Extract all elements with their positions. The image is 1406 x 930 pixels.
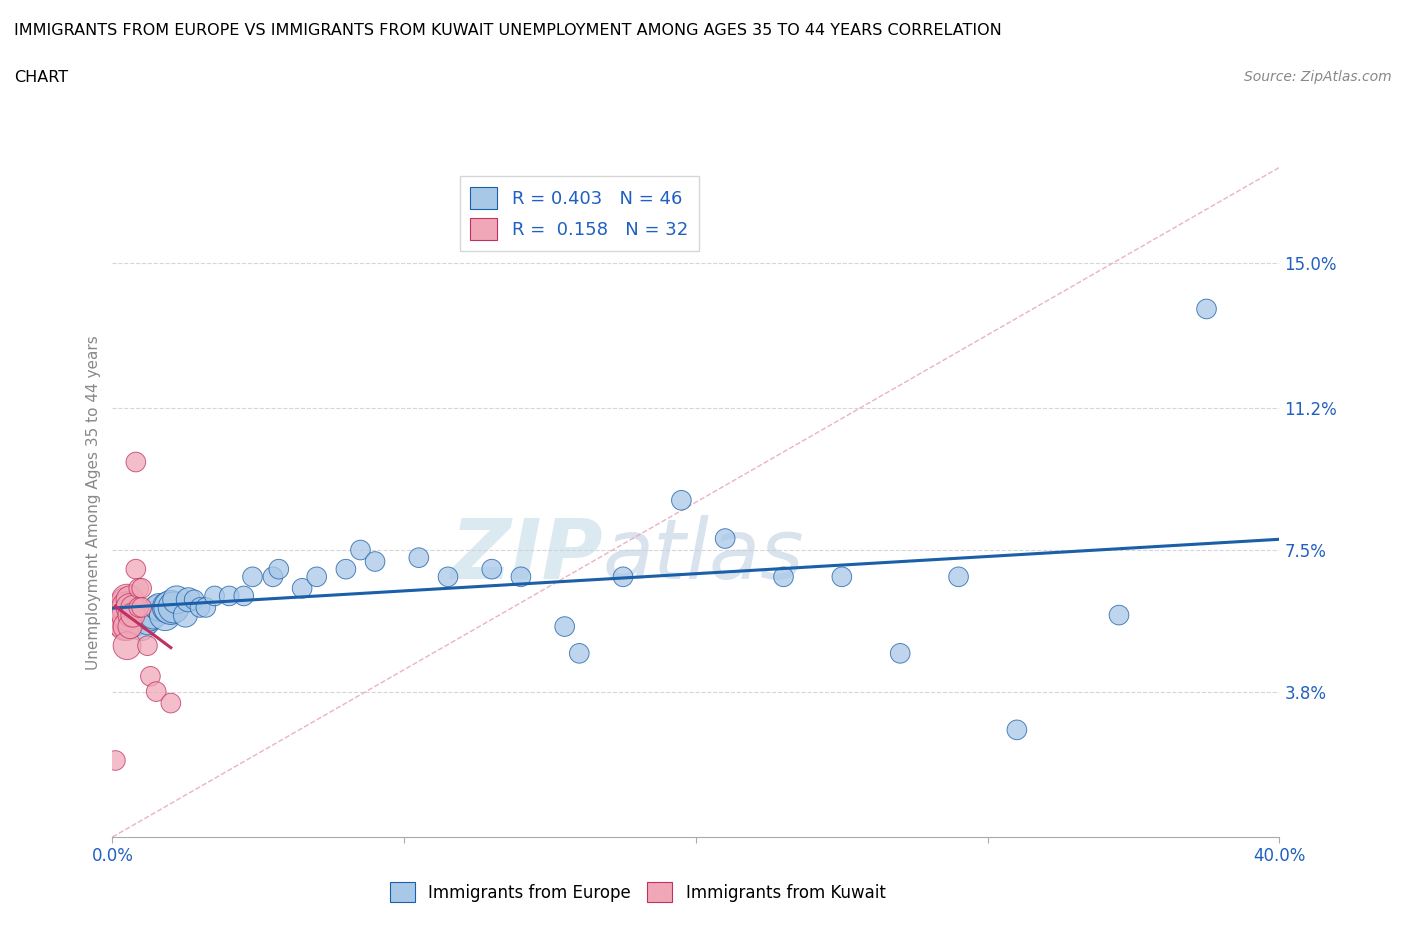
Point bbox=[125, 619, 148, 634]
Point bbox=[166, 592, 188, 607]
Point bbox=[305, 569, 328, 584]
Point bbox=[335, 562, 357, 577]
Point bbox=[107, 600, 129, 615]
Point bbox=[112, 600, 135, 615]
Point bbox=[115, 592, 138, 607]
Point bbox=[772, 569, 794, 584]
Point bbox=[139, 611, 162, 626]
Point bbox=[232, 589, 254, 604]
Point bbox=[1108, 607, 1130, 622]
Point bbox=[125, 455, 148, 470]
Point bbox=[153, 607, 176, 622]
Point bbox=[110, 607, 132, 622]
Point bbox=[136, 638, 159, 653]
Point bbox=[948, 569, 970, 584]
Point bbox=[509, 569, 531, 584]
Point bbox=[112, 619, 135, 634]
Point bbox=[1005, 723, 1028, 737]
Text: CHART: CHART bbox=[14, 70, 67, 85]
Point bbox=[554, 619, 576, 634]
Point bbox=[612, 569, 634, 584]
Point bbox=[145, 684, 167, 699]
Point bbox=[118, 600, 141, 615]
Point bbox=[714, 531, 737, 546]
Point bbox=[671, 493, 693, 508]
Point bbox=[115, 619, 138, 634]
Point bbox=[115, 607, 138, 622]
Point bbox=[408, 551, 430, 565]
Point bbox=[115, 638, 138, 653]
Point bbox=[177, 592, 200, 607]
Text: Source: ZipAtlas.com: Source: ZipAtlas.com bbox=[1244, 70, 1392, 84]
Point bbox=[125, 562, 148, 577]
Point bbox=[262, 569, 284, 584]
Point bbox=[194, 600, 217, 615]
Point bbox=[131, 607, 153, 622]
Point bbox=[131, 619, 153, 634]
Point bbox=[188, 600, 211, 615]
Point bbox=[831, 569, 853, 584]
Point bbox=[160, 696, 183, 711]
Text: atlas: atlas bbox=[603, 515, 804, 596]
Point bbox=[122, 607, 145, 622]
Point bbox=[481, 562, 503, 577]
Point bbox=[437, 569, 460, 584]
Point bbox=[267, 562, 290, 577]
Point bbox=[110, 592, 132, 607]
Point bbox=[118, 592, 141, 607]
Point bbox=[118, 607, 141, 622]
Point bbox=[349, 542, 371, 557]
Point bbox=[242, 569, 264, 584]
Point bbox=[128, 581, 150, 596]
Point bbox=[142, 607, 165, 622]
Text: IMMIGRANTS FROM EUROPE VS IMMIGRANTS FROM KUWAIT UNEMPLOYMENT AMONG AGES 35 TO 4: IMMIGRANTS FROM EUROPE VS IMMIGRANTS FRO… bbox=[14, 23, 1002, 38]
Point bbox=[115, 600, 138, 615]
Point bbox=[104, 753, 127, 768]
Point bbox=[139, 669, 162, 684]
Point bbox=[110, 607, 132, 622]
Point bbox=[364, 554, 387, 569]
Point bbox=[107, 619, 129, 634]
Point bbox=[118, 619, 141, 634]
Point bbox=[145, 600, 167, 615]
Point bbox=[568, 646, 591, 661]
Point bbox=[112, 607, 135, 622]
Legend: Immigrants from Europe, Immigrants from Kuwait: Immigrants from Europe, Immigrants from … bbox=[382, 875, 893, 909]
Point bbox=[112, 592, 135, 607]
Y-axis label: Unemployment Among Ages 35 to 44 years: Unemployment Among Ages 35 to 44 years bbox=[86, 335, 101, 670]
Point bbox=[136, 616, 159, 631]
Point bbox=[128, 600, 150, 615]
Point bbox=[160, 600, 183, 615]
Point bbox=[183, 592, 205, 607]
Point bbox=[1195, 301, 1218, 316]
Text: ZIP: ZIP bbox=[450, 515, 603, 596]
Point bbox=[148, 600, 170, 615]
Point bbox=[291, 581, 314, 596]
Point bbox=[204, 589, 226, 604]
Point bbox=[163, 600, 186, 615]
Point bbox=[112, 607, 135, 622]
Point bbox=[218, 589, 240, 604]
Point bbox=[131, 581, 153, 596]
Point bbox=[156, 600, 179, 615]
Point bbox=[122, 600, 145, 615]
Point bbox=[115, 619, 138, 634]
Point bbox=[131, 600, 153, 615]
Point bbox=[889, 646, 911, 661]
Point bbox=[174, 607, 197, 622]
